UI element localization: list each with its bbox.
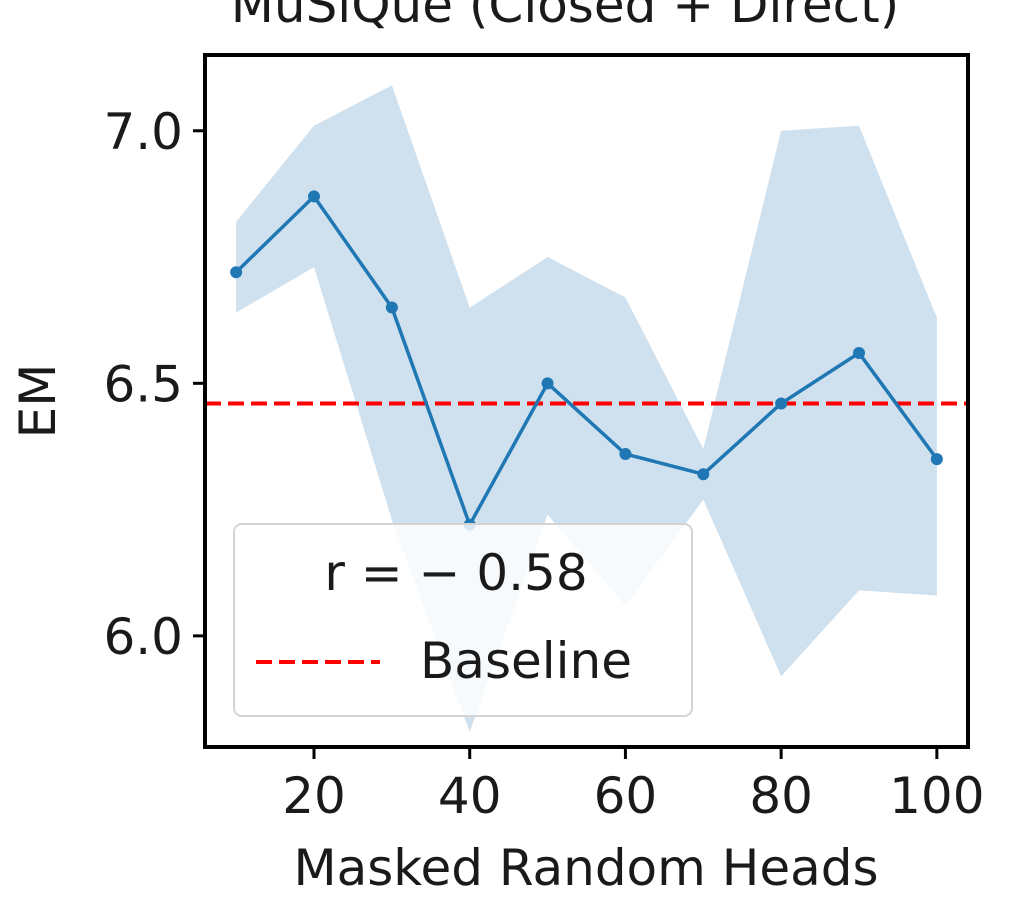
data-point	[619, 448, 632, 461]
data-point	[230, 266, 243, 279]
plot-frame	[203, 53, 970, 749]
x-tick-label: 60	[594, 767, 658, 825]
x-tick-label: 80	[749, 767, 813, 825]
data-point	[853, 347, 865, 360]
x-tick-label: 40	[438, 767, 502, 825]
x-tick-label: 100	[889, 767, 984, 825]
data-point	[775, 397, 788, 410]
x-tick-label: 20	[282, 767, 346, 825]
series-line	[234, 193, 939, 530]
data-point	[308, 190, 320, 203]
legend: r = − 0.58 Baseline	[233, 523, 693, 717]
legend-box	[233, 523, 693, 717]
x-axis-label: Masked Random Heads	[293, 839, 878, 897]
x-axis-ticks: 20 40 60 80 100	[282, 747, 985, 825]
data-point	[385, 301, 398, 314]
data-point	[541, 377, 554, 390]
chart-title: MuSiQue (Closed + Direct)	[231, 0, 900, 34]
y-tick-label: 6.0	[103, 608, 183, 666]
legend-baseline-label: Baseline	[420, 632, 632, 690]
y-axis-label: EM	[9, 364, 67, 439]
y-tick-label: 7.0	[103, 103, 183, 161]
y-axis-ticks: 6.0 6.5 7.0	[103, 103, 205, 666]
legend-correlation-annotation: r = − 0.58	[324, 544, 587, 602]
data-point	[697, 468, 710, 481]
data-point	[930, 453, 943, 466]
y-tick-label: 6.5	[103, 355, 183, 413]
